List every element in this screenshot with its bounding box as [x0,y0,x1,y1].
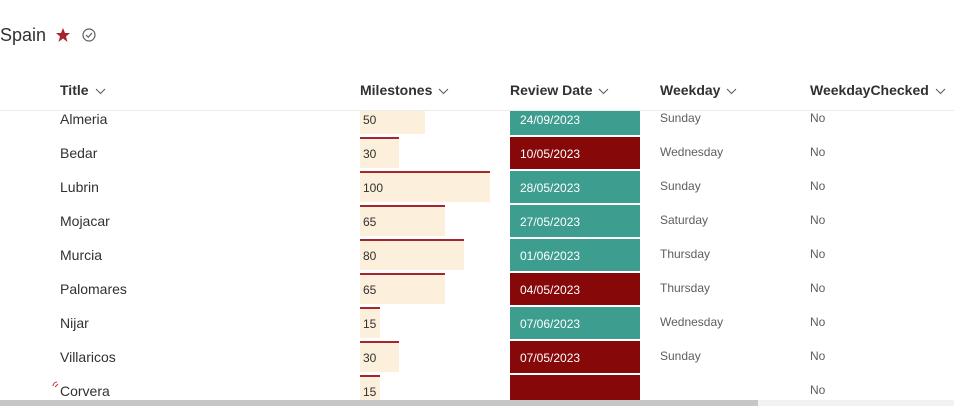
column-header[interactable]: Review Date [510,82,609,98]
favorite-star[interactable] [55,27,71,43]
column-header[interactable]: Title [60,82,106,98]
milestone-bar [360,341,399,372]
weekday-cell: Thursday [660,281,711,295]
review-date-cell: 10/05/2023 [510,137,640,169]
milestone-bar [360,205,445,236]
list-title: Spain [0,25,47,45]
column-header[interactable]: Milestones [360,82,449,98]
milestone-bar [360,137,399,168]
weekday-cell: Wednesday [660,145,724,159]
title-cell: Mojacar [60,213,110,229]
title-cell: Almeria [60,111,108,127]
milestone-value: 65 [363,215,377,229]
chevron-icon [726,82,737,98]
column-header-label: Title [60,82,89,98]
list-row[interactable]: Corvera 15 No [0,374,954,401]
chevron-icon [438,82,449,98]
review-date-cell: 27/05/2023 [510,205,640,237]
title-cell: Corvera [60,383,110,399]
weekday-cell: Wednesday [660,315,724,329]
weekday-checked-cell: No [810,281,826,295]
review-date-cell: 07/05/2023 [510,341,640,373]
weekday-checked-cell: No [810,213,826,227]
list-row[interactable]: Villaricos 30 07/05/2023 Sunday No [0,340,954,374]
weekday-cell: Saturday [660,213,709,227]
milestone-value: 80 [363,249,377,263]
milestone-value: 15 [363,385,377,399]
title-cell: Villaricos [60,349,116,365]
loading-icon [52,378,62,396]
review-date-cell: 28/05/2023 [510,171,640,203]
milestone-bar [360,375,380,401]
chevron-icon [598,82,609,98]
column-header-label: Weekday [660,82,721,98]
sync-status-icon[interactable] [82,28,96,42]
weekday-checked-cell: No [810,383,826,397]
list-row[interactable]: Nijar 15 07/06/2023 Wednesday No [0,306,954,340]
list-row[interactable]: Murcia 80 01/06/2023 Thursday No [0,238,954,272]
weekday-checked-cell: No [810,111,826,125]
milestone-value: 65 [363,283,377,297]
milestone-bar [360,307,380,338]
column-header-label: Milestones [360,82,433,98]
weekday-checked-cell: No [810,247,826,261]
list-row[interactable]: Bedar 30 10/05/2023 Wednesday No [0,136,954,170]
milestone-bar [360,111,425,134]
milestone-value: 30 [363,351,377,365]
weekday-cell: Sunday [660,111,701,125]
weekday-checked-cell: No [810,179,826,193]
chevron-icon [95,82,106,98]
title-cell: Lubrin [60,179,99,195]
milestone-value: 30 [363,147,377,161]
title-cell: Palomares [60,281,127,297]
milestone-value: 50 [363,113,377,127]
milestone-value: 15 [363,317,377,331]
weekday-checked-cell: No [810,145,826,159]
column-header[interactable]: Weekday [660,82,737,98]
list-row[interactable]: Almeria 50 24/09/2023 Sunday No [0,111,954,136]
review-date-cell: 07/06/2023 [510,307,640,339]
title-cell: Bedar [60,145,98,161]
review-date-cell [510,375,640,401]
title-cell: Nijar [60,315,89,331]
review-date-cell: 04/05/2023 [510,273,640,305]
milestone-bar [360,273,445,304]
column-header[interactable]: WeekdayChecked [810,82,946,98]
horizontal-scrollbar[interactable] [0,400,954,406]
list-row[interactable]: Lubrin 100 28/05/2023 Sunday No [0,170,954,204]
scrollbar-thumb[interactable] [0,400,758,406]
weekday-cell: Sunday [660,349,701,363]
title-cell: Murcia [60,247,103,263]
milestone-bar [360,239,464,270]
review-date-cell: 24/09/2023 [510,111,640,135]
milestone-value: 100 [363,181,384,195]
column-header-label: Review Date [510,82,593,98]
milestone-bar [360,171,490,202]
column-header-label: WeekdayChecked [810,82,929,98]
list-row[interactable]: Mojacar 65 27/05/2023 Saturday No [0,204,954,238]
weekday-cell: Thursday [660,247,711,261]
column-header-row: Title Milestones Review Date Weekday Weekday… [0,70,954,111]
chevron-icon [935,82,946,98]
weekday-cell: Sunday [660,179,701,193]
list-body: Almeria 50 24/09/2023 Sunday No Bedar 30 10/05/… [0,111,954,401]
weekday-checked-cell: No [810,349,826,363]
weekday-checked-cell: No [810,315,826,329]
list-row[interactable]: Palomares 65 04/05/2023 Thursday No [0,272,954,306]
review-date-cell: 01/06/2023 [510,239,640,271]
